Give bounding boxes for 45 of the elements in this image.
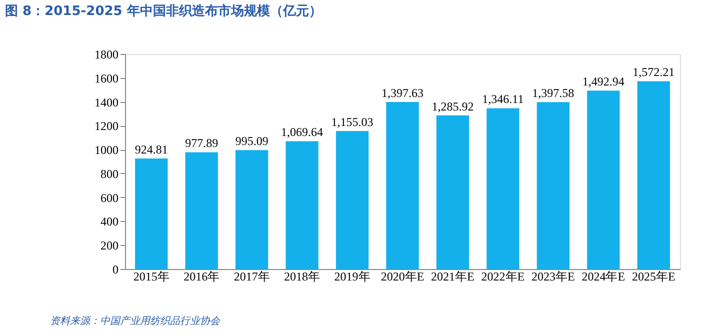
data-label: 1,572.21 — [632, 65, 675, 80]
data-label: 1,492.94 — [582, 74, 624, 89]
bar — [587, 90, 620, 269]
x-tick-label: 2021年E — [431, 270, 474, 284]
y-tick-label: 1600 — [94, 71, 118, 86]
text: 资料来源：中国产业用纺织品行业协会 — [50, 315, 221, 327]
bar — [336, 131, 369, 269]
data-label: 977.89 — [185, 136, 218, 150]
data-label: 924.81 — [134, 142, 168, 157]
x-tick-label: 2020年E — [380, 270, 424, 284]
y-tick-label: 1400 — [94, 95, 118, 110]
bar — [536, 102, 570, 269]
bar — [286, 141, 318, 269]
bar — [236, 150, 268, 269]
y-tick-label: 1800 — [94, 48, 118, 62]
bar — [135, 158, 168, 269]
y-tick-label: 600 — [100, 190, 118, 205]
x-tick-label: 2024年E — [582, 270, 626, 284]
x-tick-label: 2019年 — [334, 270, 370, 284]
data-label: 1,069.64 — [281, 125, 324, 140]
x-tick-label: 2015年 — [133, 270, 170, 284]
y-tick-label: 400 — [100, 214, 118, 229]
y-tick-label: 0 — [112, 262, 118, 276]
data-label: 995.09 — [235, 134, 268, 148]
y-tick-label: 1000 — [94, 143, 118, 158]
x-tick-label: 2025年E — [632, 270, 676, 284]
x-tick-label: 2017年 — [234, 270, 270, 284]
bar — [386, 102, 419, 269]
y-tick-label: 200 — [100, 238, 118, 253]
x-tick-label: 2018年 — [284, 270, 320, 284]
data-label: 1,397.58 — [532, 86, 574, 100]
x-tick-label: 2023年E — [532, 270, 575, 284]
x-tick-label: 2022年E — [481, 270, 525, 284]
bar — [185, 152, 218, 269]
data-label: 1,346.11 — [482, 92, 524, 106]
bar — [637, 81, 670, 269]
bar — [486, 108, 520, 269]
y-tick-label: 800 — [100, 166, 118, 181]
chart-title: 图 8：2015-2025 年中国非织造布市场规模（亿元） — [5, 3, 322, 19]
bar — [436, 115, 470, 269]
x-tick-label: 2016年 — [184, 270, 220, 284]
y-tick-label: 1200 — [94, 119, 118, 134]
data-label: 1,285.92 — [432, 99, 474, 114]
data-label: 1,397.63 — [382, 86, 424, 100]
data-label: 1,155.03 — [331, 115, 374, 130]
